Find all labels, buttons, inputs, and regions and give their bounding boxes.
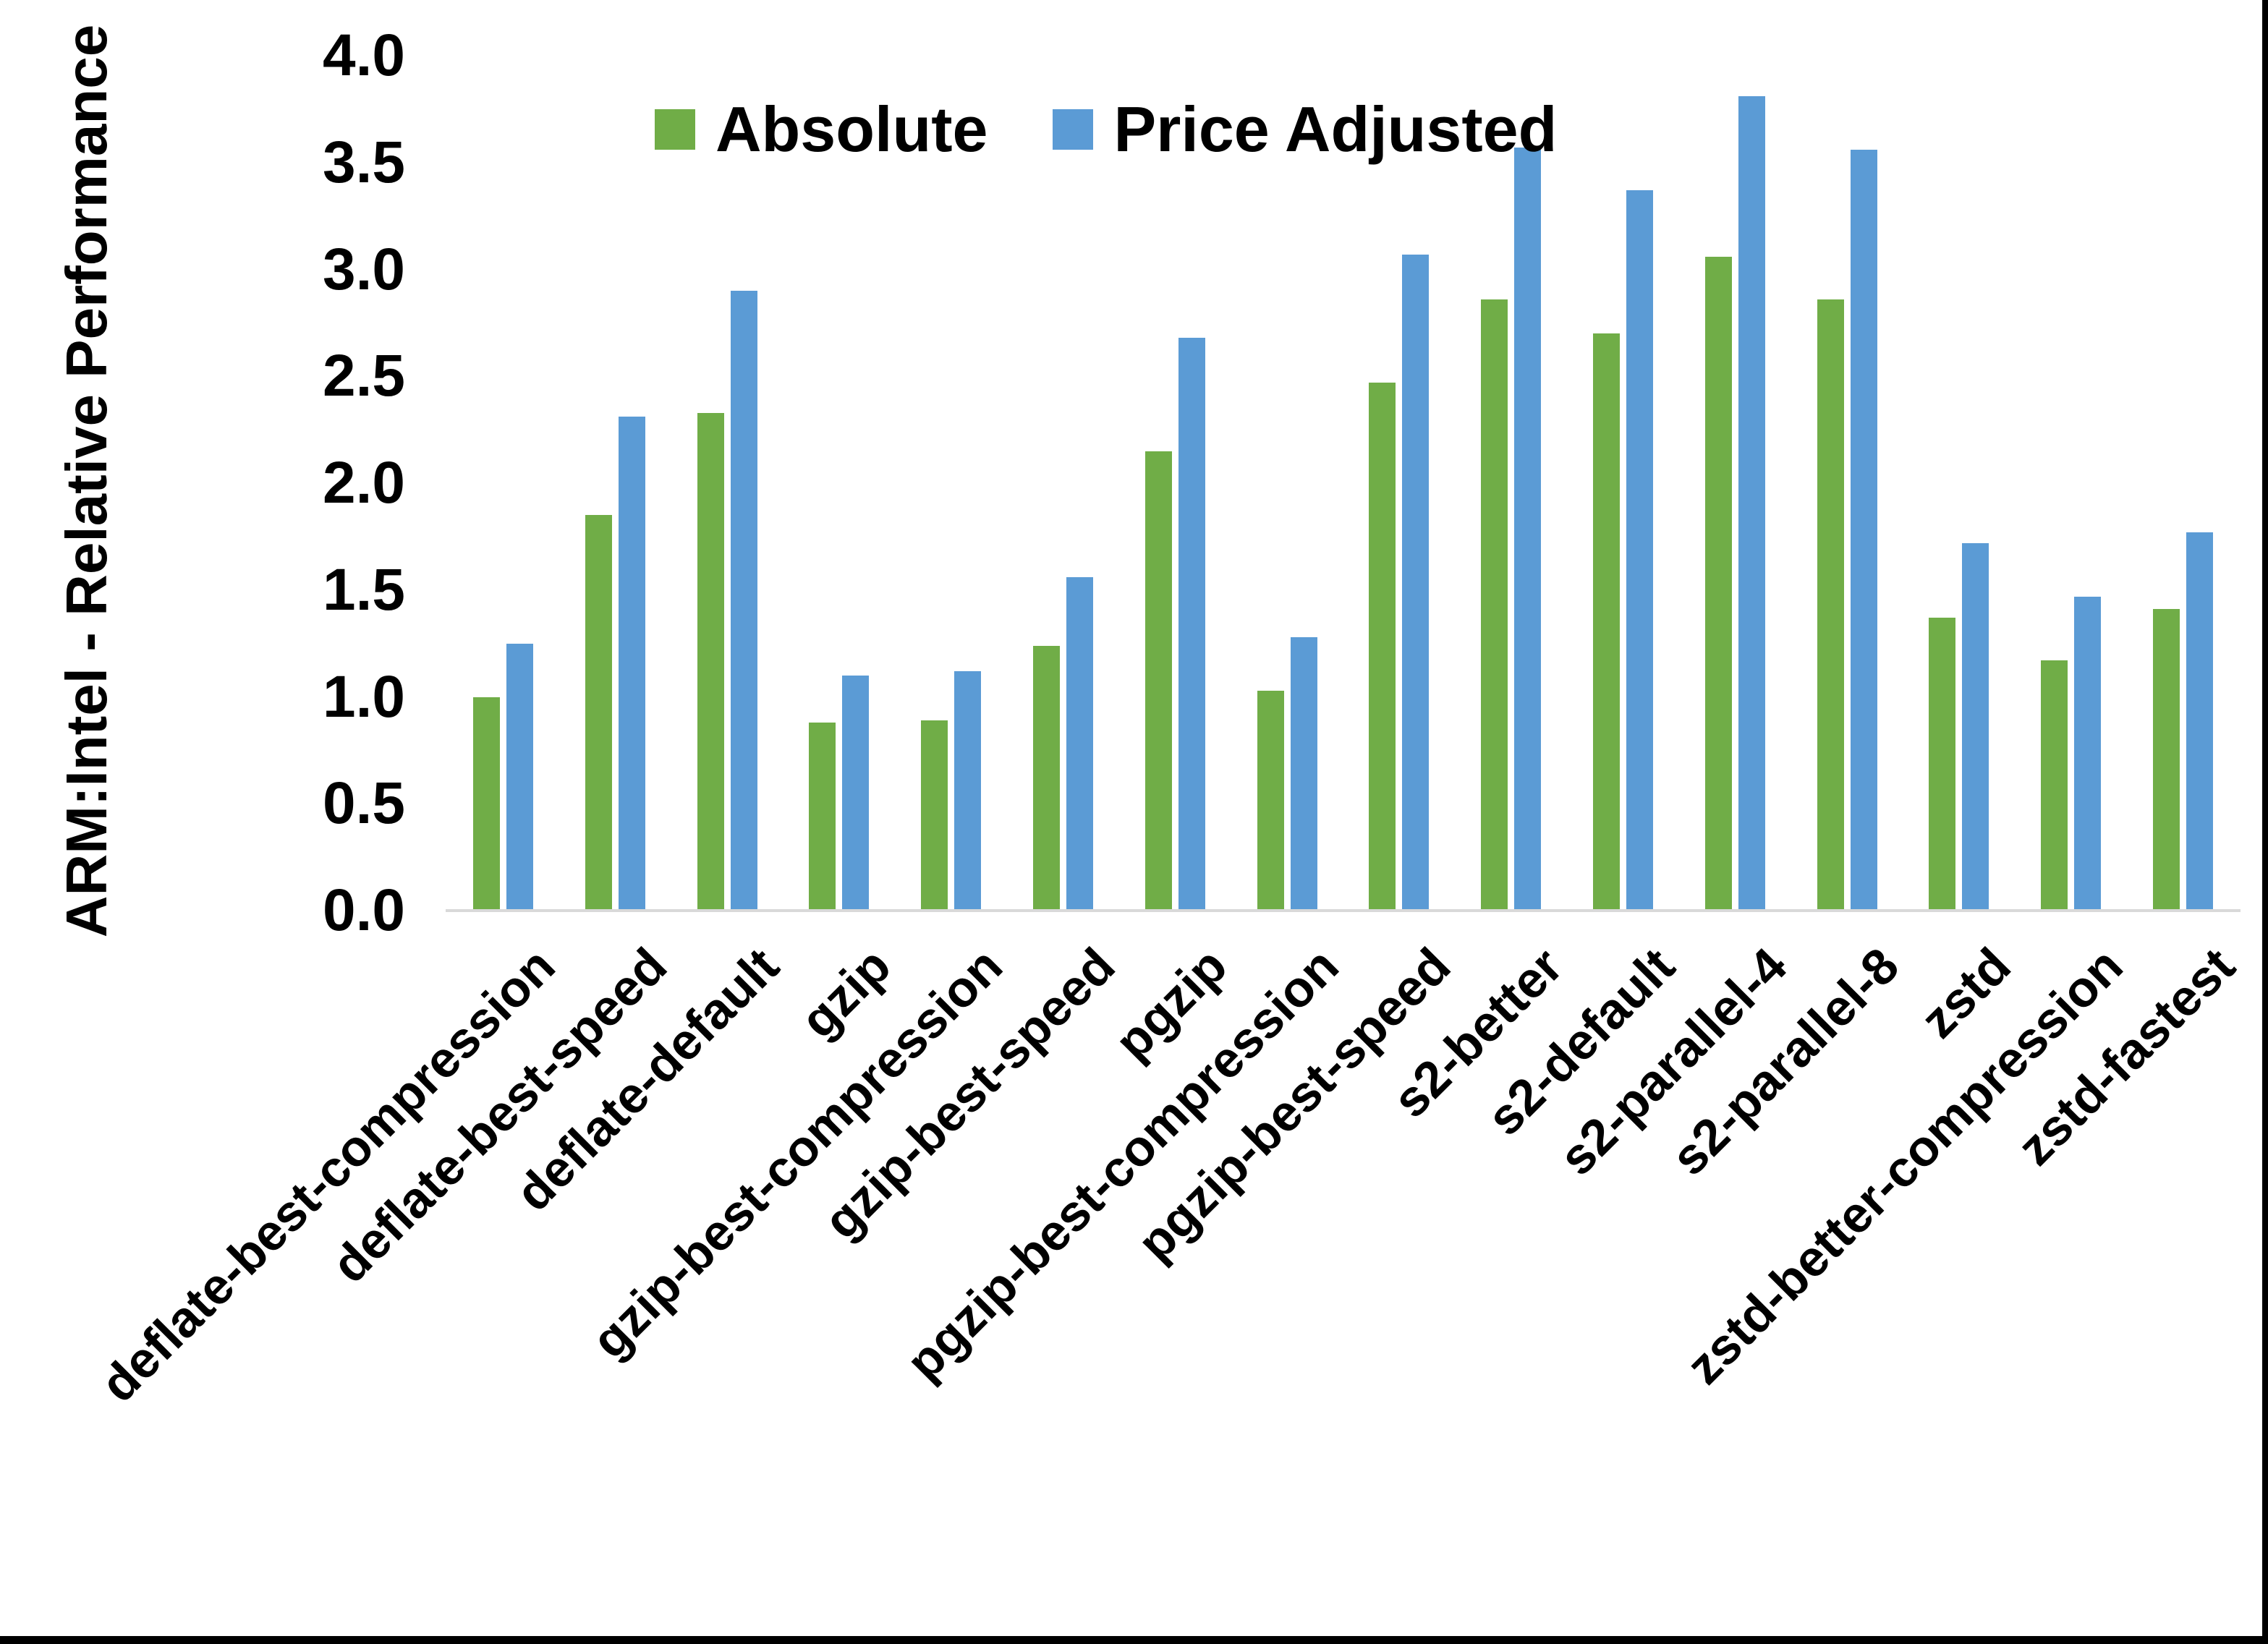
bar-absolute [809, 722, 836, 911]
y-tick-label: 3.5 [323, 129, 405, 195]
bar-price-adjusted [1514, 148, 1542, 911]
x-axis-label: deflate-best-compression [89, 937, 566, 1413]
bar-absolute [2153, 609, 2180, 911]
bar-absolute [697, 412, 724, 911]
bar-absolute [1817, 299, 1844, 911]
bar-price-adjusted [1402, 254, 1430, 911]
bar-absolute [1929, 618, 1956, 911]
legend-item-price-adjusted: Price Adjusted [1053, 93, 1557, 166]
legend-item-absolute: Absolute [655, 93, 988, 166]
bar-group [1007, 56, 1119, 911]
y-tick-label: 2.0 [323, 450, 405, 516]
bar-absolute [585, 515, 612, 911]
bar-group [1343, 56, 1456, 911]
bar-group [2127, 56, 2239, 911]
y-tick-label: 3.0 [323, 236, 405, 302]
bar-price-adjusted [954, 671, 982, 911]
bar-price-adjusted [1850, 150, 1877, 911]
bar-absolute [1144, 451, 1172, 911]
y-tick-label: 1.5 [323, 556, 405, 623]
bar-group [1455, 56, 1567, 911]
bar-group [1791, 56, 1903, 911]
x-axis-line [446, 909, 2241, 912]
bar-group [1903, 56, 2016, 911]
y-tick-label: 4.0 [323, 22, 405, 88]
bar-price-adjusted [1738, 96, 1765, 911]
y-axis-title: ARM:Intel - Relative Performance [54, 24, 119, 938]
bar-absolute [1593, 333, 1621, 911]
legend: Absolute Price Adjusted [655, 93, 1557, 166]
bar-absolute [921, 720, 948, 911]
bar-absolute [2041, 660, 2068, 911]
bar-price-adjusted [2074, 596, 2102, 911]
bar-group [1679, 56, 1791, 911]
legend-label-absolute: Absolute [715, 93, 988, 165]
bar-price-adjusted [1290, 636, 1317, 911]
bar-absolute [1481, 299, 1508, 911]
bar-group [1119, 56, 1231, 911]
bar-group [2015, 56, 2127, 911]
bar-absolute [472, 697, 500, 911]
bar-group [1231, 56, 1343, 911]
y-tick-label: 2.5 [323, 343, 405, 409]
bar-absolute [1257, 690, 1284, 911]
bar-price-adjusted [1962, 542, 1989, 911]
bar-absolute [1369, 383, 1396, 911]
bar-price-adjusted [1066, 577, 1093, 911]
legend-swatch-absolute [655, 109, 695, 150]
bar-price-adjusted [506, 643, 533, 911]
bar-price-adjusted [842, 675, 870, 911]
bar-group [895, 56, 1007, 911]
bar-price-adjusted [1178, 338, 1205, 911]
bar-group [559, 56, 671, 911]
bar-group [447, 56, 559, 911]
bar-absolute [1704, 256, 1732, 911]
y-tick-label: 1.0 [323, 663, 405, 730]
legend-label-price-adjusted: Price Adjusted [1113, 93, 1558, 165]
legend-swatch-price-adjusted [1053, 109, 1094, 150]
y-tick-label: 0.0 [323, 877, 405, 943]
bar-price-adjusted [2186, 532, 2214, 911]
bar-absolute [1032, 645, 1060, 911]
bar-price-adjusted [618, 417, 645, 911]
bar-group [1567, 56, 1679, 911]
bar-group [671, 56, 783, 911]
bar-group [783, 56, 895, 911]
plot-area [447, 56, 2239, 911]
bar-price-adjusted [1626, 190, 1654, 911]
y-tick-label: 0.5 [323, 770, 405, 837]
bar-price-adjusted [730, 291, 757, 911]
